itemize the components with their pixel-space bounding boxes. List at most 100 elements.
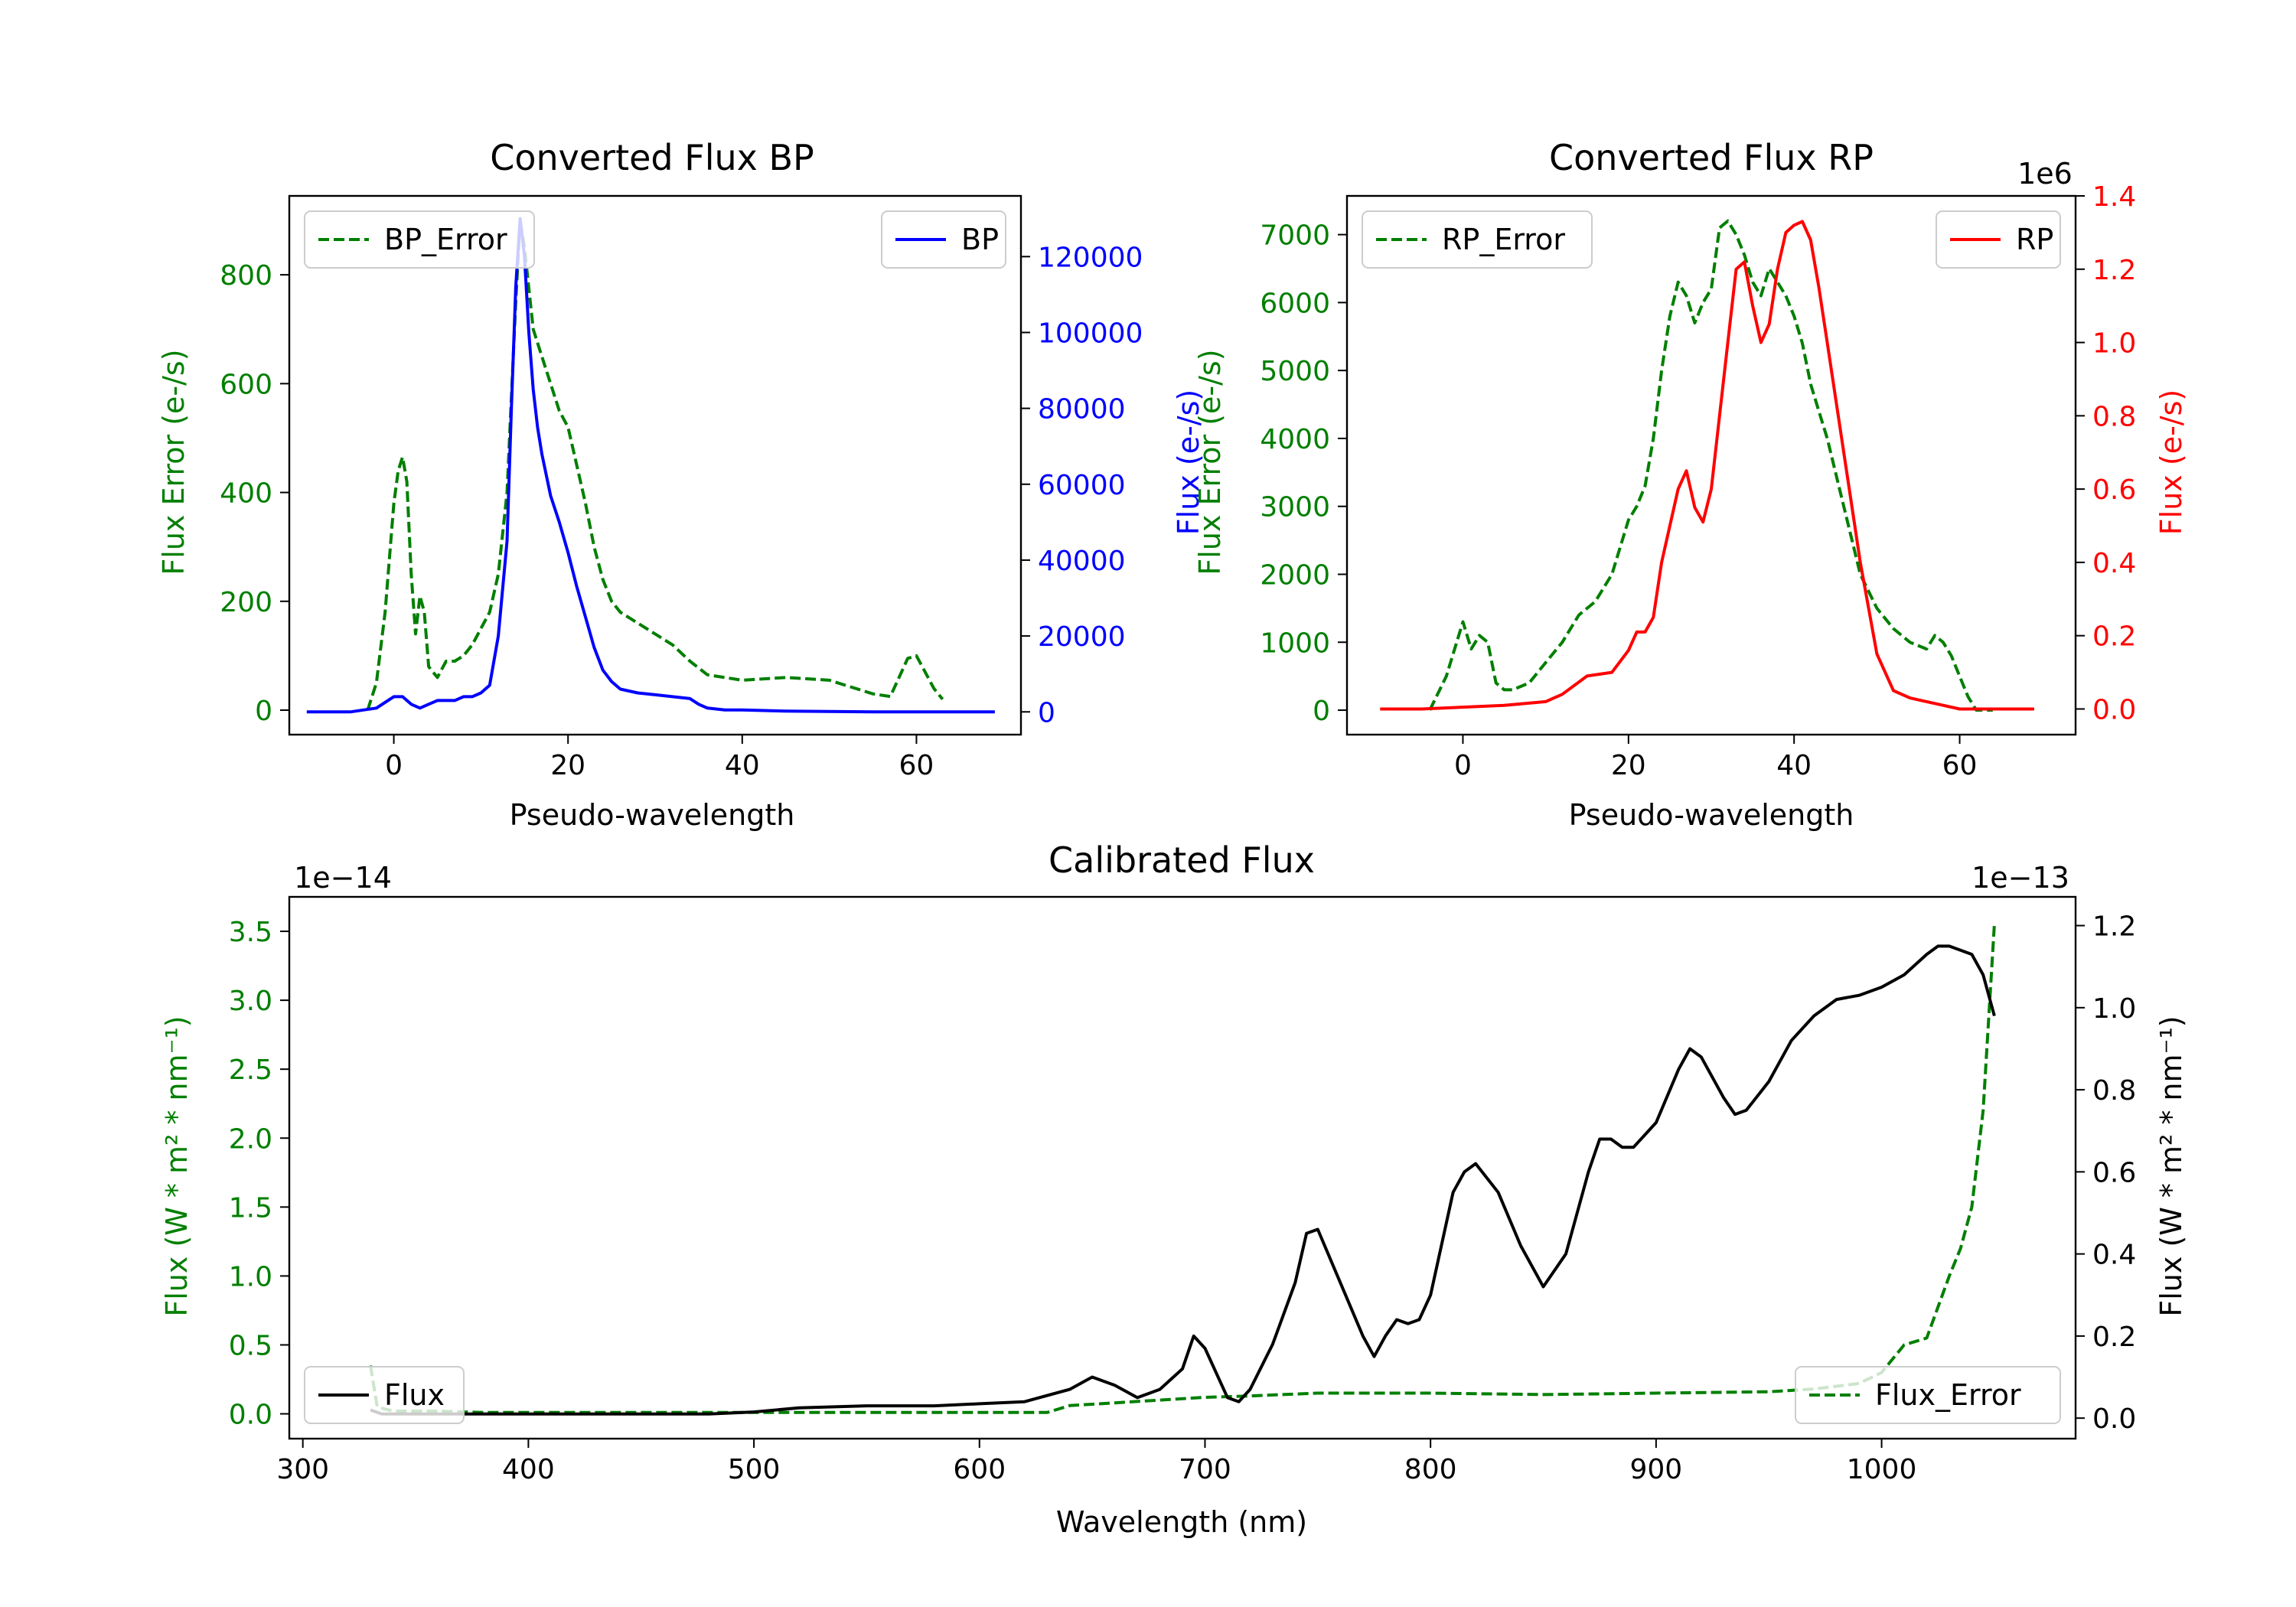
rp-xtick-label: 20	[1611, 750, 1646, 781]
cal-ylabel-left: Flux (W * m² * nm⁻¹)	[160, 1015, 194, 1316]
bp-ytick-right-label: 120000	[1038, 242, 1143, 273]
bp-chart: Converted Flux BP Pseudo-wavelength Flux…	[157, 137, 1205, 832]
rp-xtick-label: 0	[1454, 750, 1472, 781]
rp-ytick-right-label: 0.6	[2092, 474, 2136, 506]
bp-ytick-left-label: 400	[220, 478, 272, 510]
cal-offset-right: 1e−13	[1971, 861, 2069, 895]
cal-xtick-label: 600	[953, 1454, 1006, 1485]
cal-ytick-right-label: 1.0	[2092, 993, 2136, 1025]
cal-ytick-right-label: 0.4	[2092, 1240, 2136, 1271]
rp-legend-rp-error: RP_Error	[1362, 210, 1593, 269]
rp-offset-right: 1e6	[2017, 157, 2073, 191]
rp-xlabel: Pseudo-wavelength	[1569, 798, 1854, 832]
bp-legend-bp: BP	[881, 210, 1006, 269]
cal-xlabel: Wavelength (nm)	[1056, 1505, 1307, 1539]
rp-legend-rp: RP	[1936, 210, 2061, 269]
legend-box	[304, 210, 535, 269]
cal-xtick-label: 400	[502, 1454, 555, 1485]
legend-box	[304, 1366, 465, 1424]
bp-ytick-right-label: 20000	[1038, 621, 1126, 653]
cal-ytick-left-label: 2.5	[229, 1054, 272, 1086]
cal-ytick-right-label: 0.0	[2092, 1403, 2136, 1435]
bp-xtick-label: 20	[550, 750, 585, 781]
legend-box	[1362, 210, 1593, 269]
bp-series-bp-error	[366, 219, 944, 711]
rp-series-rp-error	[1428, 219, 1993, 712]
legend-label: BP_Error	[384, 223, 507, 256]
cal-ytick-right-label: 0.2	[2092, 1322, 2136, 1353]
bp-legend-bp-error: BP_Error	[304, 210, 535, 269]
bp-ylabel-left: Flux Error (e-/s)	[157, 349, 191, 575]
cal-xtick-label: 900	[1630, 1454, 1683, 1485]
legend-label: BP	[961, 223, 999, 256]
cal-title: Calibrated Flux	[1049, 839, 1315, 881]
bp-xlabel: Pseudo-wavelength	[510, 798, 795, 832]
bp-ytick-left-label: 0	[255, 696, 272, 727]
rp-ytick-left-label: 0	[1313, 696, 1330, 727]
rp-plot-frame	[1345, 194, 2077, 736]
bp-xtick-label: 60	[899, 750, 934, 781]
cal-legend-flux-error: Flux_Error	[1795, 1366, 2061, 1424]
bp-ytick-right-label: 80000	[1038, 394, 1126, 425]
bp-series-bp	[306, 217, 995, 714]
bp-xtick-label: 40	[725, 750, 760, 781]
cal-xtick-label: 1000	[1847, 1454, 1917, 1485]
legend-label: RP_Error	[1442, 223, 1565, 256]
rp-ytick-left-label: 5000	[1260, 356, 1330, 387]
cal-xtick-label: 700	[1179, 1454, 1231, 1485]
rp-chart: Converted Flux RP Pseudo-wavelength Flux…	[1193, 137, 2188, 832]
cal-ytick-left-label: 0.0	[229, 1400, 272, 1431]
bp-ytick-right-label: 100000	[1038, 318, 1143, 349]
cal-ytick-right-label: 1.2	[2092, 911, 2136, 943]
rp-ytick-right-label: 1.2	[2092, 255, 2136, 286]
bp-ytick-right-label: 0	[1038, 697, 1055, 729]
cal-xtick-label: 300	[276, 1454, 329, 1485]
rp-title: Converted Flux RP	[1549, 137, 1874, 178]
rp-ytick-right-label: 1.4	[2092, 181, 2136, 213]
rp-ytick-left-label: 6000	[1260, 288, 1330, 319]
rp-ytick-left-label: 4000	[1260, 424, 1330, 455]
bp-ytick-left-label: 800	[220, 260, 272, 292]
bp-ylabel-right: Flux (e-/s)	[1172, 390, 1205, 535]
cal-offset-left: 1e−14	[294, 861, 392, 895]
cal-ytick-right-label: 0.6	[2092, 1157, 2136, 1188]
bp-ytick-left-label: 200	[220, 587, 272, 618]
rp-series-rp	[1380, 220, 2034, 711]
legend-label: Flux	[384, 1378, 445, 1412]
rp-xtick-label: 60	[1942, 750, 1978, 781]
bp-title: Converted Flux BP	[490, 137, 814, 178]
legend-label: RP	[2016, 223, 2053, 256]
cal-ytick-left-label: 3.0	[229, 986, 272, 1017]
cal-ytick-left-label: 2.0	[229, 1123, 272, 1155]
bp-ytick-right-label: 60000	[1038, 470, 1126, 501]
cal-ytick-left-label: 3.5	[229, 917, 272, 948]
bp-plot-frame	[288, 194, 1022, 736]
rp-ylabel-right: Flux (e-/s)	[2154, 390, 2188, 535]
rp-ylabel-left: Flux Error (e-/s)	[1193, 349, 1227, 575]
cal-ytick-right-label: 0.8	[2092, 1075, 2136, 1107]
bp-ytick-right-label: 40000	[1038, 546, 1126, 577]
rp-ytick-right-label: 1.0	[2092, 328, 2136, 360]
cal-legend-flux: Flux	[304, 1366, 465, 1424]
cal-xtick-label: 500	[728, 1454, 781, 1485]
rp-ytick-right-label: 0.2	[2092, 621, 2136, 653]
rp-ytick-left-label: 3000	[1260, 492, 1330, 523]
legend-label: Flux_Error	[1875, 1378, 2021, 1412]
bp-xtick-label: 0	[385, 750, 403, 781]
cal-ytick-left-label: 1.5	[229, 1192, 272, 1224]
rp-ytick-right-label: 0.0	[2092, 694, 2136, 725]
rp-ytick-right-label: 0.4	[2092, 548, 2136, 579]
legend-box	[1795, 1366, 2061, 1424]
cal-plot-frame	[288, 895, 2077, 1440]
cal-series-flux	[370, 944, 1996, 1416]
bp-ytick-left-label: 600	[220, 369, 272, 400]
rp-xtick-label: 40	[1776, 750, 1812, 781]
cal-series-flux-error	[369, 924, 1996, 1414]
rp-ytick-left-label: 1000	[1260, 627, 1330, 659]
cal-ylabel-right: Flux (W * m² * nm⁻¹)	[2154, 1015, 2188, 1316]
rp-ytick-left-label: 7000	[1260, 220, 1330, 252]
rp-ytick-left-label: 2000	[1260, 559, 1330, 591]
rp-ytick-right-label: 0.8	[2092, 401, 2136, 432]
cal-ytick-left-label: 0.5	[229, 1330, 272, 1361]
calibrated-chart: Calibrated Flux Wavelength (nm) Flux (W …	[160, 839, 2188, 1539]
